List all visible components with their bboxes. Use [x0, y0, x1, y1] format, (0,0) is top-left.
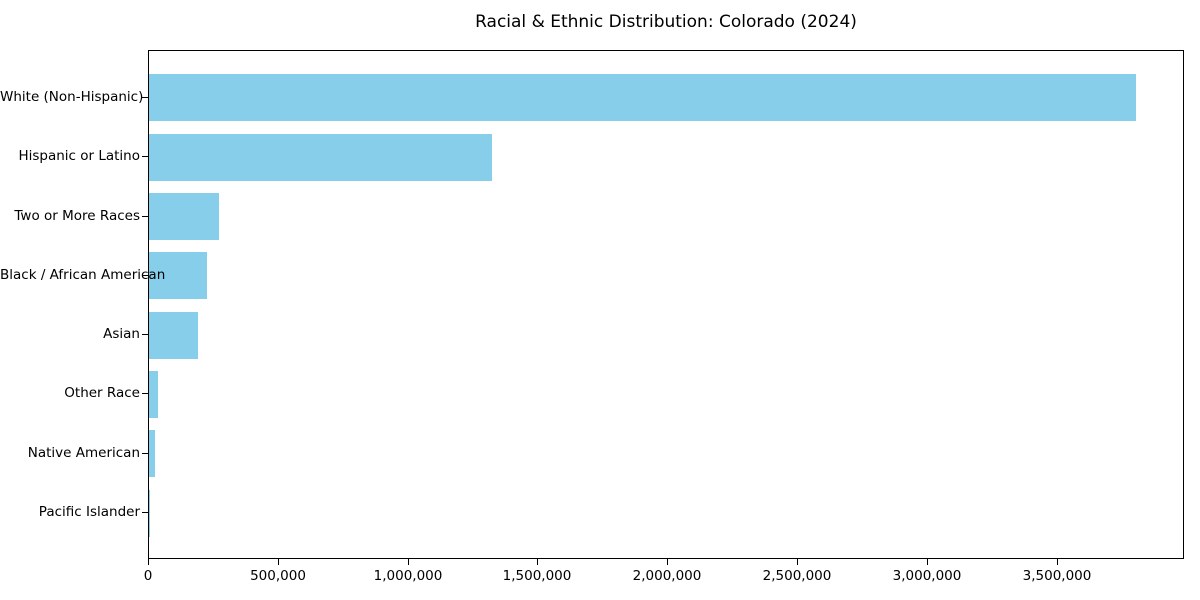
- x-tick-mark: [148, 559, 149, 565]
- y-tick-mark: [142, 156, 148, 157]
- y-tick-label-pacific-islander: Pacific Islander: [38, 504, 140, 520]
- x-tick-mark: [537, 559, 538, 565]
- y-tick-mark: [142, 216, 148, 217]
- y-tick-mark: [142, 453, 148, 454]
- bar-other-race: [149, 371, 158, 418]
- x-tick-label-2500000: 2,500,000: [762, 568, 832, 584]
- x-tick-label-500000: 500,000: [250, 568, 306, 584]
- y-tick-label-other-race: Other Race: [64, 385, 140, 401]
- y-tick-mark: [142, 334, 148, 335]
- y-tick-label-two-or-more-races: Two or More Races: [14, 208, 140, 224]
- x-tick-mark: [1057, 559, 1058, 565]
- x-tick-label-2000000: 2,000,000: [632, 568, 702, 584]
- x-tick-label-3500000: 3,500,000: [1022, 568, 1092, 584]
- x-tick-label-0: 0: [143, 568, 153, 584]
- x-tick-mark: [408, 559, 409, 565]
- y-tick-mark: [142, 512, 148, 513]
- bar-asian: [149, 312, 198, 359]
- chart-title: Racial & Ethnic Distribution: Colorado (…: [475, 12, 857, 32]
- x-tick-mark: [927, 559, 928, 565]
- y-tick-label-white-non-hispanic: White (Non-Hispanic): [0, 89, 144, 105]
- x-tick-mark: [797, 559, 798, 565]
- x-tick-mark: [278, 559, 279, 565]
- bar-native-american: [149, 430, 155, 477]
- x-tick-label-3000000: 3,000,000: [892, 568, 962, 584]
- bar-pacific-islander: [149, 490, 150, 537]
- y-tick-label-black-african-american: Black / African American: [0, 267, 166, 283]
- y-tick-mark: [142, 97, 148, 98]
- bar-black-african-american: [149, 252, 207, 299]
- x-tick-label-1500000: 1,500,000: [502, 568, 572, 584]
- y-tick-label-hispanic-or-latino: Hispanic or Latino: [18, 148, 140, 164]
- y-tick-label-native-american: Native American: [27, 445, 140, 461]
- y-tick-mark: [142, 275, 148, 276]
- bar-white-non-hispanic: [149, 74, 1136, 121]
- plot-area: [148, 50, 1184, 559]
- y-tick-label-asian: Asian: [103, 326, 140, 342]
- x-tick-label-1000000: 1,000,000: [373, 568, 443, 584]
- y-tick-mark: [142, 393, 148, 394]
- x-tick-mark: [667, 559, 668, 565]
- bar-two-or-more-races: [149, 193, 219, 240]
- bar-hispanic-or-latino: [149, 134, 492, 181]
